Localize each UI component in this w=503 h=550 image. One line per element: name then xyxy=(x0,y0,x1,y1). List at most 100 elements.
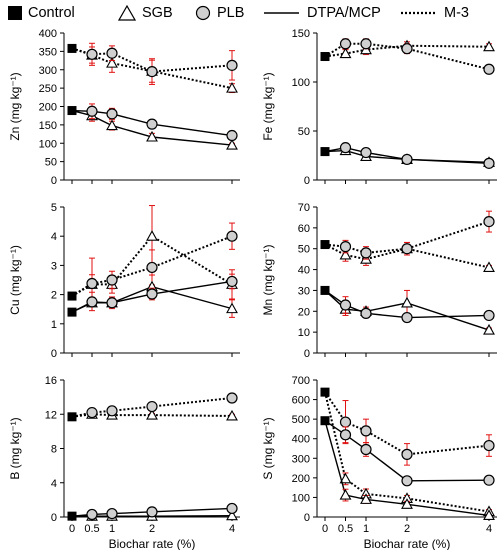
data-point-control xyxy=(67,511,77,521)
data-point-sgb xyxy=(226,509,238,521)
data-point-sgb xyxy=(106,57,118,68)
data-point-plb xyxy=(483,309,495,322)
data-point-plb xyxy=(86,508,98,521)
data-point-control xyxy=(320,416,330,426)
series-line-plb-m3 xyxy=(324,391,490,456)
y-tick-label: 150 xyxy=(39,120,57,132)
data-point-plb xyxy=(483,439,495,452)
data-point-sgb xyxy=(401,296,413,308)
data-point-plb xyxy=(226,129,238,142)
filled-square-icon xyxy=(8,6,22,20)
data-point-sgb xyxy=(146,230,158,241)
data-point-plb xyxy=(226,275,238,288)
data-point-control xyxy=(320,387,330,397)
data-point-plb xyxy=(339,38,352,50)
y-tick-label: 200 xyxy=(292,473,310,485)
y-tick-label: 200 xyxy=(39,102,57,114)
data-point-plb xyxy=(86,277,98,290)
x-axis-label: Biochar rate (%) xyxy=(109,537,196,550)
x-tick-label: 0.5 xyxy=(338,523,353,535)
y-tick-label: 300 xyxy=(39,65,57,77)
data-point-plb xyxy=(226,59,238,71)
y-tick-label: 250 xyxy=(39,83,57,95)
data-point-sgb xyxy=(339,472,352,484)
data-point-plb xyxy=(106,507,118,520)
data-point-plb xyxy=(86,105,98,117)
circle-icon xyxy=(195,5,211,21)
data-point-sgb xyxy=(339,248,352,260)
data-point-sgb xyxy=(339,47,352,59)
data-point-plb xyxy=(339,142,352,154)
data-point-plb xyxy=(106,274,118,286)
data-point-sgb xyxy=(226,81,238,93)
x-tick-label: 1 xyxy=(363,523,369,535)
data-point-sgb xyxy=(483,261,495,273)
y-axis-label: B (mg kg⁻¹) xyxy=(8,417,22,479)
x-tick-label: 0.5 xyxy=(84,523,99,535)
y-tick-label: 4 xyxy=(51,478,57,490)
data-point-plb xyxy=(483,216,495,228)
data-point-plb xyxy=(360,425,372,437)
data-point-sgb xyxy=(483,323,495,335)
x-axis-label: Biochar rate (%) xyxy=(364,537,451,550)
triangle-icon xyxy=(118,5,136,21)
data-point-plb xyxy=(146,261,158,274)
y-tick-label: 350 xyxy=(39,46,57,58)
legend-sgb-label: SGB xyxy=(142,5,173,21)
y-tick-label: 100 xyxy=(292,77,310,89)
legend: Control SGB PLB DTPA/MCP M-3 xyxy=(0,0,503,26)
legend-plb: PLB xyxy=(195,4,244,22)
data-point-plb xyxy=(339,299,352,311)
y-tick-label: 100 xyxy=(39,138,57,150)
data-point-plb xyxy=(401,448,413,460)
data-point-plb xyxy=(483,63,495,75)
y-tick-label: 0 xyxy=(51,175,57,187)
panel-fe: 0 50 100 150 Fe (mg kg⁻¹) xyxy=(261,28,497,187)
data-point-control xyxy=(320,240,330,250)
x-tick-label: 4 xyxy=(229,523,235,535)
data-point-plb xyxy=(360,146,372,159)
y-tick-label: 150 xyxy=(292,28,310,40)
data-point-control xyxy=(67,307,77,317)
data-point-plb xyxy=(483,474,495,486)
data-point-plb xyxy=(106,405,118,417)
y-tick-label: 5 xyxy=(51,202,57,214)
legend-control: Control xyxy=(8,4,75,22)
data-point-plb xyxy=(339,416,352,428)
y-tick-label: 400 xyxy=(292,434,310,446)
y-tick-label: 400 xyxy=(39,28,57,40)
y-tick-label: 50 xyxy=(45,157,57,169)
y-tick-label: 0 xyxy=(304,175,310,187)
data-point-plb xyxy=(360,443,372,456)
solid-line-icon xyxy=(264,12,299,14)
data-point-control xyxy=(320,285,330,295)
data-point-control xyxy=(67,106,77,116)
y-tick-label: 50 xyxy=(298,126,310,138)
panel-s: 0 100 200 300 400 500 600 700 0 0.5 1 2 4 S (mg kg⁻¹)… xyxy=(261,375,497,550)
y-tick-label: 16 xyxy=(45,375,57,387)
y-tick-label: 3 xyxy=(51,260,57,272)
data-point-plb xyxy=(146,506,158,518)
x-tick-label: 1 xyxy=(109,523,115,535)
data-point-control xyxy=(320,52,330,62)
data-point-sgb xyxy=(401,498,413,509)
y-tick-label: 50 xyxy=(298,244,310,256)
data-point-plb xyxy=(401,153,413,166)
data-point-control xyxy=(320,147,330,157)
data-point-plb xyxy=(226,392,238,404)
legend-m3-label: M-3 xyxy=(444,5,469,21)
y-tick-label: 300 xyxy=(292,453,310,465)
y-axis-label: Zn (mg kg⁻¹) xyxy=(8,72,22,140)
y-tick-label: 100 xyxy=(292,492,310,504)
y-tick-label: 0 xyxy=(51,348,57,360)
panel-mn: 0 10 20 30 40 50 60 70 Mn (mg kg⁻¹) xyxy=(261,202,497,360)
x-tick-label: 0 xyxy=(322,523,328,535)
data-point-plb xyxy=(360,38,372,50)
y-tick-label: 10 xyxy=(298,327,310,339)
x-tick-label: 2 xyxy=(149,523,155,535)
data-point-plb xyxy=(339,241,352,253)
data-point-plb xyxy=(86,296,98,308)
data-point-sgb xyxy=(360,493,372,504)
y-tick-label: 4 xyxy=(51,231,57,243)
